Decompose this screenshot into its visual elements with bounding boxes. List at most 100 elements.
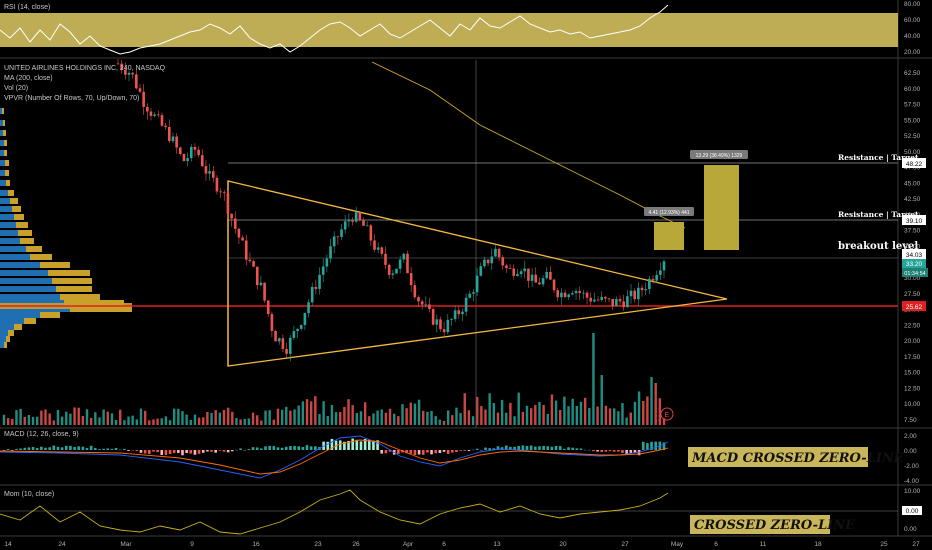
macd-histogram-bar bbox=[118, 449, 122, 451]
vpvr-up-row bbox=[0, 190, 8, 196]
mom-axis: 10.000.00-10.00 bbox=[904, 488, 921, 533]
macd-histogram-bar bbox=[641, 441, 645, 450]
legend-vol: Vol (20) bbox=[4, 85, 28, 92]
candle-body bbox=[618, 299, 622, 302]
macd-histogram-bar bbox=[31, 446, 35, 450]
target-tag-1 bbox=[644, 207, 694, 216]
price-tick-label: 15.00 bbox=[904, 370, 921, 377]
macd-histogram-bar bbox=[218, 450, 222, 451]
macd-histogram-bar bbox=[484, 447, 487, 450]
vpvr-up-row bbox=[0, 246, 26, 252]
volume-bar bbox=[285, 406, 288, 425]
macd-histogram-bar bbox=[64, 445, 68, 450]
mom-callout-box bbox=[690, 515, 830, 534]
macd-histogram-bar bbox=[430, 450, 433, 455]
macd-histogram-bar bbox=[334, 440, 338, 450]
volume-bar bbox=[579, 401, 583, 425]
candle-body bbox=[402, 253, 406, 260]
candle-body bbox=[494, 248, 497, 257]
volume-bar bbox=[405, 408, 408, 425]
macd-histogram-bar bbox=[98, 449, 101, 450]
candle-body bbox=[523, 268, 527, 272]
candle-body bbox=[406, 253, 409, 274]
macd-histogram-bar bbox=[421, 450, 425, 455]
candle-body bbox=[475, 275, 479, 293]
macd-tick-label: 2.00 bbox=[904, 433, 917, 440]
volume-bar bbox=[81, 415, 85, 425]
candle-body bbox=[398, 259, 402, 269]
macd-histogram-bar bbox=[89, 445, 93, 450]
volume-bar bbox=[334, 412, 338, 425]
candle-body bbox=[582, 292, 585, 294]
earnings-icon bbox=[660, 407, 674, 421]
candle-body bbox=[413, 285, 417, 298]
candle-body bbox=[274, 330, 277, 342]
macd-callout: MACD CROSSED ZERO-LINE bbox=[691, 451, 905, 466]
macd-histogram-bar bbox=[185, 450, 188, 453]
candle-body bbox=[651, 278, 655, 281]
candle-body bbox=[219, 191, 222, 193]
macd-histogram-bar bbox=[201, 450, 205, 453]
macd-histogram-bar bbox=[546, 446, 550, 450]
volume-bar bbox=[380, 409, 383, 425]
volume-bar bbox=[330, 404, 334, 425]
time-tick-label: 6 bbox=[714, 541, 718, 548]
volume-bar bbox=[351, 405, 354, 425]
vpvr-down-row bbox=[40, 262, 70, 268]
price-tag-48: 48.22 bbox=[906, 161, 923, 168]
candle-body bbox=[593, 299, 596, 302]
volume-bar bbox=[139, 408, 143, 425]
candle-body bbox=[464, 297, 468, 312]
macd-histogram-bar bbox=[467, 450, 471, 452]
price-tag-last: 33.20 bbox=[906, 261, 923, 268]
macd-histogram-bar bbox=[451, 450, 454, 453]
macd-histogram-bar bbox=[446, 450, 450, 454]
candle-body bbox=[230, 213, 233, 219]
macd-histogram-bar bbox=[255, 447, 259, 450]
volume-bar bbox=[592, 333, 595, 425]
candle-body bbox=[211, 171, 215, 178]
volume-bar bbox=[31, 416, 35, 425]
candle-body bbox=[387, 264, 391, 275]
vpvr-down-row bbox=[52, 278, 92, 284]
macd-histogram-bar bbox=[127, 450, 130, 451]
candle-body bbox=[296, 328, 299, 332]
volume-bar bbox=[152, 419, 155, 425]
candle-body bbox=[343, 221, 347, 230]
volume-bar bbox=[222, 409, 226, 425]
vpvr-up-row bbox=[0, 206, 12, 212]
mom-callout: CROSSED ZERO-LINE bbox=[694, 518, 856, 533]
macd-histogram bbox=[2, 438, 666, 456]
candle-body bbox=[530, 274, 534, 281]
macd-histogram-bar bbox=[48, 447, 51, 450]
candle-body bbox=[501, 257, 505, 266]
macd-histogram-bar bbox=[596, 450, 599, 452]
volume-bar bbox=[226, 407, 230, 425]
candle-body bbox=[318, 274, 321, 289]
vpvr-down-row bbox=[14, 324, 22, 330]
candle-body bbox=[215, 177, 219, 192]
volume-bar bbox=[625, 417, 628, 425]
vpvr-up-row bbox=[0, 170, 5, 176]
candle-body bbox=[292, 331, 296, 338]
candle-body bbox=[571, 293, 574, 295]
time-tick-label: 9 bbox=[190, 541, 194, 548]
resistance-label-1: Resistance | Target bbox=[838, 153, 919, 162]
macd-histogram-bar bbox=[156, 450, 159, 453]
candle-body bbox=[299, 325, 303, 329]
volume-bar bbox=[567, 406, 570, 425]
volume-bar bbox=[658, 398, 662, 425]
macd-histogram-bar bbox=[384, 450, 388, 454]
candle-body bbox=[116, 63, 120, 65]
macd-histogram-bar bbox=[152, 450, 155, 452]
candle-body bbox=[281, 338, 285, 349]
volume-bar bbox=[488, 393, 491, 425]
macd-histogram-bar bbox=[654, 441, 657, 450]
volume-bar bbox=[189, 419, 192, 425]
target-box-2 bbox=[704, 165, 739, 250]
time-tick-label: 11 bbox=[760, 541, 767, 548]
candle-body bbox=[604, 296, 607, 299]
volume-bar bbox=[563, 396, 566, 425]
volume-bar bbox=[384, 412, 388, 425]
candle-body bbox=[508, 268, 512, 269]
